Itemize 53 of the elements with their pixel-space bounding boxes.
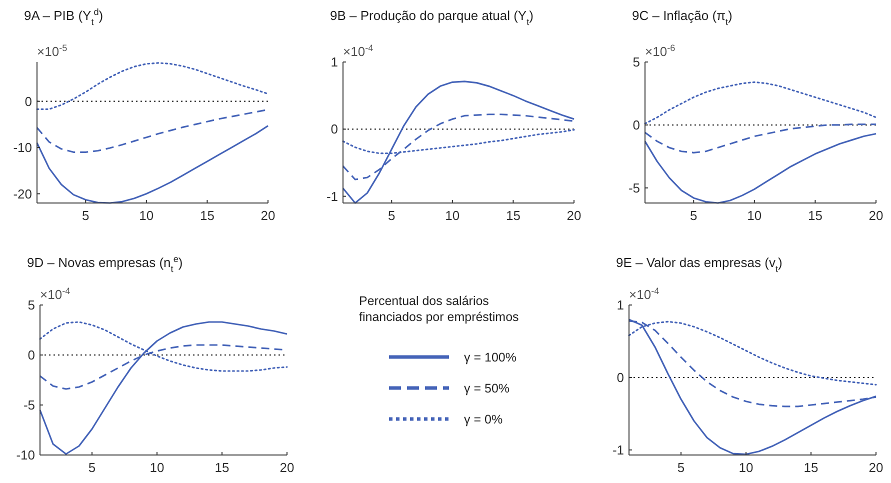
y-tick-label: 0	[330, 122, 338, 137]
x-tick-label: 15	[506, 208, 520, 223]
x-tick-label: 10	[150, 460, 164, 475]
y-tick-label: 5	[28, 298, 35, 312]
y-tick-label: -5	[23, 398, 35, 412]
text: ×10$^{-4}$	[40, 286, 70, 302]
x-tick-label: 5	[88, 460, 96, 475]
y-tick-label: -1	[326, 188, 338, 204]
x-tick-label: 10	[139, 208, 154, 223]
x-tick-label: 20	[868, 208, 884, 223]
text: ×10$^{-4}$	[629, 286, 660, 302]
chart-title: 9D – Novas empresas (n$_{t}$$^{e}$)	[27, 254, 183, 274]
x-tick-label: 20	[260, 208, 276, 223]
x-tick-label: 10	[747, 208, 762, 223]
line-series	[644, 81, 877, 124]
text: ×10$^{-4}$	[343, 43, 374, 59]
line-series	[644, 124, 877, 154]
legend-label: γ = 0%	[464, 412, 503, 426]
y-tick-label: -10	[16, 448, 35, 462]
x-tick-label: 15	[214, 460, 230, 475]
y-tick-label: -5	[628, 180, 640, 196]
y-tick-label: -20	[13, 186, 32, 202]
x-tick-label: 10	[738, 460, 754, 475]
x-tick-label: 5	[388, 208, 396, 223]
x-tick-label: 15	[200, 208, 214, 223]
y-tick-label: 0	[24, 94, 32, 109]
y-tick-label: 1	[330, 54, 338, 70]
x-tick-label: 15	[808, 208, 822, 223]
x-tick-label: 20	[280, 460, 294, 475]
legend-label: γ = 100%	[464, 350, 516, 364]
legend-label: γ = 50%	[464, 382, 510, 396]
x-tick-label: 20	[868, 460, 884, 475]
x-tick-label: 10	[445, 208, 460, 223]
x-tick-label: 20	[566, 208, 582, 223]
x-tick-label: 5	[677, 460, 685, 475]
text: ×10$^{-6}$	[645, 43, 676, 59]
y-tick-label: 0	[632, 117, 640, 132]
line-series	[36, 62, 269, 110]
y-tick-label: 0	[616, 370, 624, 385]
legend-title: Percentual dos salários financiados por empréstimos	[359, 294, 519, 324]
chart-title: 9E – Valor das empresas (v$_{t}$)	[616, 255, 782, 274]
chart-title: 9C – Inflação (π$_{t}$)	[632, 8, 732, 27]
chart-title: 9B – Produção do parque atual (Y$_{t}$)	[330, 8, 534, 27]
text: ×10$^{-5}$	[37, 43, 68, 59]
x-tick-label: 5	[82, 208, 90, 223]
y-tick-label: -10	[13, 140, 32, 156]
x-tick-label: 5	[690, 208, 698, 223]
chart-title: 9A – PIB (Y$_{t}$$^{d}$)	[24, 7, 104, 27]
y-tick-label: 1	[616, 298, 624, 312]
y-tick-label: -1	[612, 442, 624, 458]
y-tick-label: 0	[28, 348, 35, 362]
y-tick-label: 5	[632, 54, 640, 70]
x-tick-label: 15	[804, 460, 818, 475]
